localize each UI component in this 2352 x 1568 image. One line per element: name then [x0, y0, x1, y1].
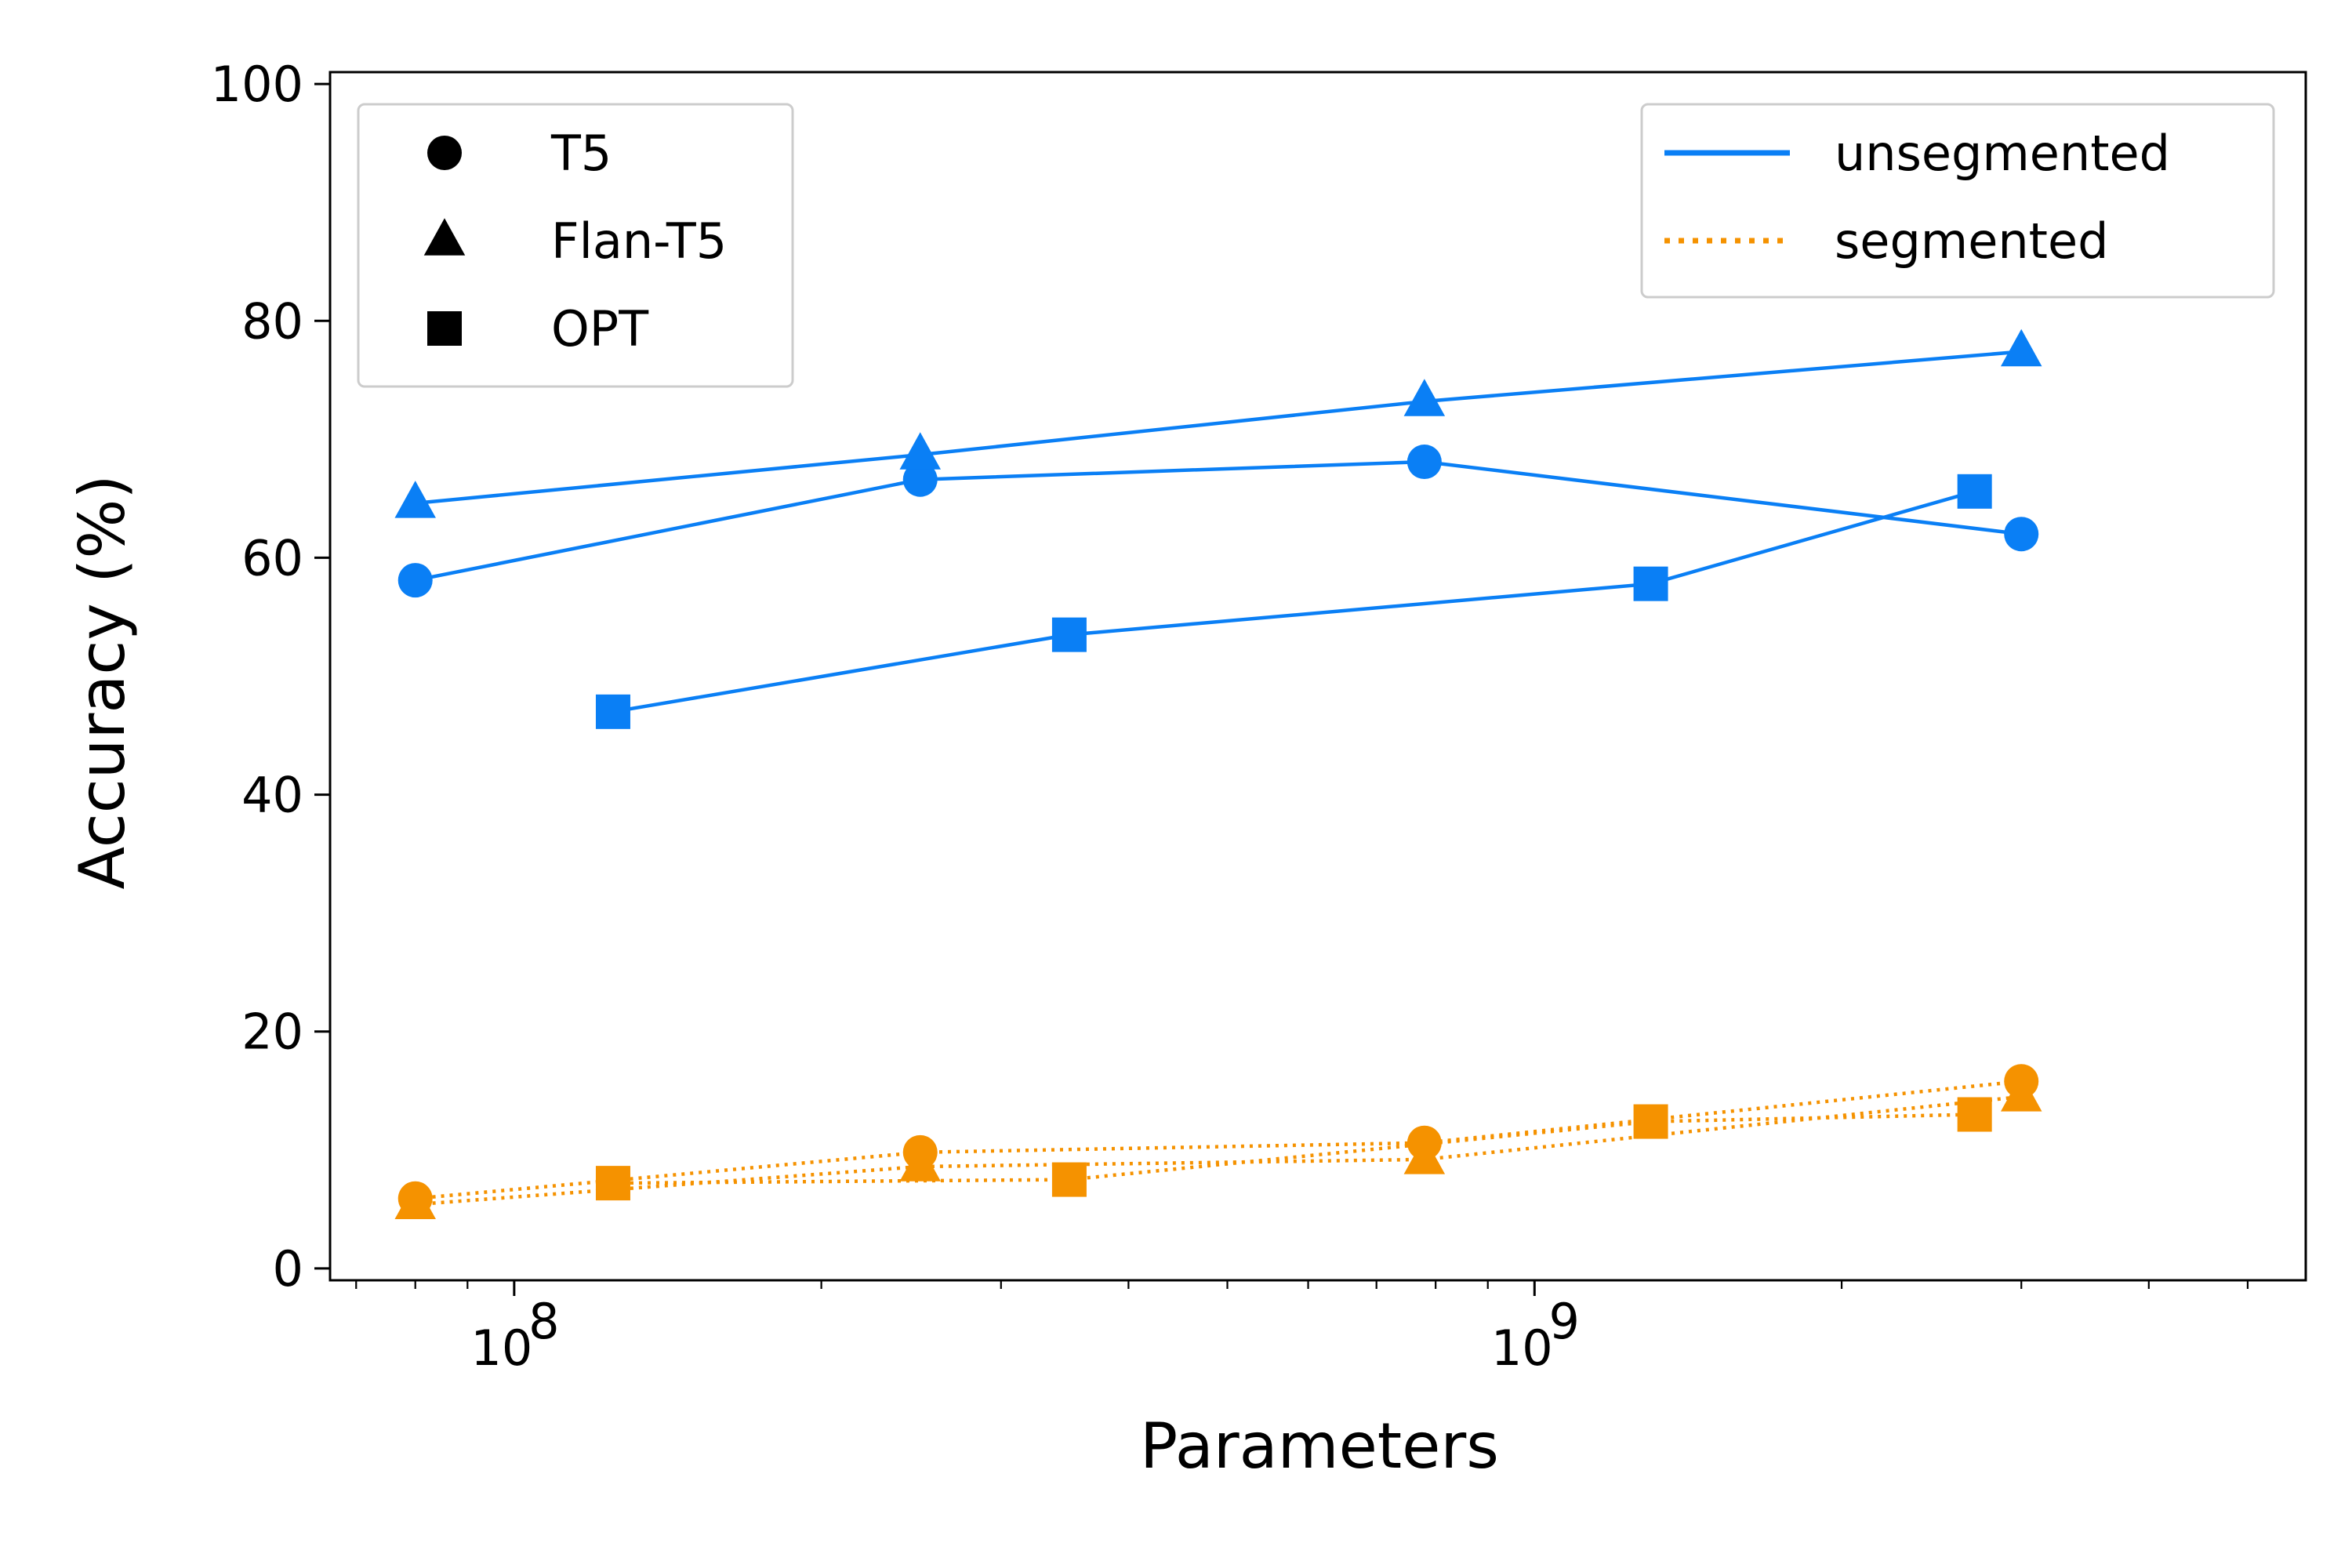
x-tick-label-exponent: 8 — [528, 1293, 559, 1350]
data-point-circle — [397, 563, 433, 598]
x-axis-label: Parameters — [1140, 1410, 1499, 1483]
data-point-square — [1957, 1097, 1992, 1132]
legend-label: T5 — [550, 125, 612, 182]
data-point-square — [1633, 1104, 1668, 1139]
data-point-triangle — [899, 1144, 941, 1181]
data-point-square — [595, 1166, 630, 1201]
legend-marker-triangle-icon — [423, 218, 466, 256]
data-point-square — [1957, 474, 1992, 509]
data-point-square — [1051, 1162, 1087, 1197]
y-tick-label: 60 — [241, 529, 303, 586]
legends: T5 Flan-T5 OPT unsegmented segmented — [357, 103, 2275, 388]
series-line — [415, 1079, 2022, 1201]
data-point-circle — [1406, 445, 1442, 480]
series-line — [612, 489, 1976, 714]
data-point-circle — [902, 462, 938, 497]
legend-label: Flan-T5 — [551, 212, 727, 270]
data-point-triangle — [2000, 1074, 2042, 1112]
legend-label: OPT — [551, 300, 649, 358]
series-opt-unsegmented — [595, 474, 1992, 729]
y-axis-label: Accuracy (%) — [66, 474, 139, 889]
legend-label: segmented — [1835, 212, 2108, 270]
series-line — [415, 1094, 2022, 1207]
data-point-square — [1633, 566, 1668, 601]
y-tick-label: 40 — [241, 767, 303, 824]
series-line — [415, 350, 2022, 506]
plot-frame — [328, 71, 2307, 1282]
y-tick-label: 20 — [241, 1004, 303, 1061]
series-line — [415, 459, 2022, 583]
legend-models-box — [357, 103, 794, 388]
legend-settings-box — [1640, 103, 2275, 299]
data-point-triangle — [2000, 328, 2042, 367]
x-tick-label-base: 10 — [1491, 1319, 1553, 1377]
x-tick-label-exponent: 9 — [1549, 1293, 1580, 1350]
data-point-triangle — [1403, 379, 1446, 416]
series-flan-t5-segmented — [394, 1074, 2042, 1220]
series-opt-segmented — [595, 1097, 1992, 1201]
data-point-square — [595, 694, 630, 729]
legend-marker-square-icon — [427, 311, 462, 346]
series-t5-unsegmented — [397, 445, 2039, 598]
legend-marker-circle-icon — [427, 136, 462, 170]
data-point-triangle — [394, 481, 436, 518]
data-point-triangle — [899, 432, 941, 470]
series-flan-t5-unsegmented — [394, 328, 2042, 518]
plot-marks — [394, 328, 2042, 1220]
data-point-circle — [2004, 517, 2039, 552]
y-tick-label: 80 — [241, 292, 303, 350]
y-tick-label: 100 — [211, 56, 303, 113]
x-tick-label-base: 10 — [470, 1319, 532, 1377]
data-point-triangle — [394, 1181, 436, 1220]
data-point-triangle — [1403, 1137, 1446, 1174]
data-point-square — [1051, 617, 1087, 652]
legend-label: unsegmented — [1835, 125, 2170, 182]
y-tick-label: 0 — [273, 1240, 303, 1298]
